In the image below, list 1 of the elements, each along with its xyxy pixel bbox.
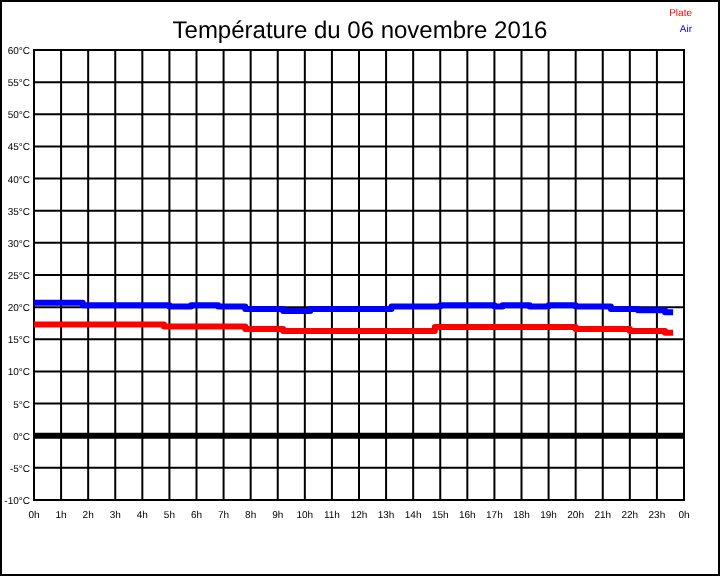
chart-title: Température du 06 novembre 2016 [172,16,549,44]
